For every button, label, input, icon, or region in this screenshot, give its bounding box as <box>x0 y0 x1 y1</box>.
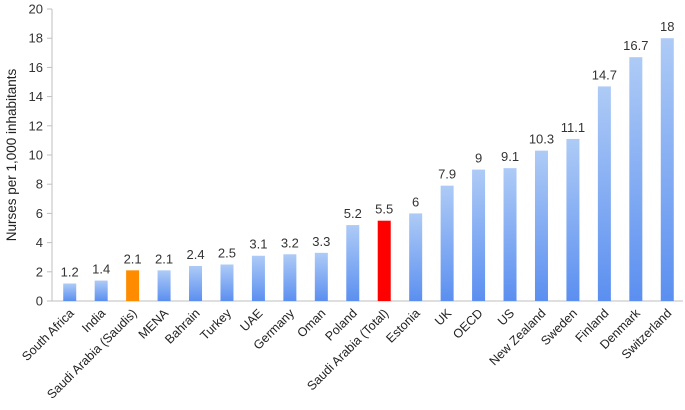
x-category-label: OECD <box>450 306 485 341</box>
bar-value-label: 9.1 <box>501 149 519 164</box>
x-category-label: US <box>495 306 517 328</box>
bar <box>220 264 234 301</box>
y-tick-label: 10 <box>29 148 43 163</box>
bar-value-label: 1.2 <box>61 264 79 279</box>
bar <box>409 213 423 301</box>
bar-value-label: 5.2 <box>344 206 362 221</box>
bar-value-label: 9 <box>475 151 482 166</box>
bar-value-label: 3.2 <box>281 235 299 250</box>
bar <box>251 255 265 301</box>
y-tick-label: 2 <box>36 264 43 279</box>
bar-value-label: 2.4 <box>186 247 204 262</box>
bar-value-label: 3.3 <box>312 234 330 249</box>
bar <box>283 254 297 301</box>
bar-value-label: 2.1 <box>155 251 173 266</box>
bar-value-label: 10.3 <box>529 132 554 147</box>
bar <box>660 38 674 301</box>
bar <box>440 185 454 301</box>
x-category-label: Estonia <box>383 306 422 345</box>
bar <box>126 270 140 301</box>
y-tick-label: 6 <box>36 206 43 221</box>
bar-value-label: 14.7 <box>592 67 617 82</box>
bar <box>94 280 108 301</box>
bar <box>189 265 203 301</box>
bar <box>314 252 328 301</box>
x-category-label: Turkey <box>198 306 235 343</box>
bar <box>503 168 517 301</box>
bar <box>346 225 360 301</box>
bar-value-label: 18 <box>660 19 674 34</box>
x-category-label: UK <box>432 306 455 329</box>
bar-value-label: 3.1 <box>249 237 267 252</box>
bar <box>157 270 171 301</box>
y-tick-label: 4 <box>36 235 43 250</box>
bar-value-label: 6 <box>412 194 419 209</box>
y-axis: 0 2 4 6 8 10 12 14 16 18 20 <box>29 2 683 309</box>
bar-value-label: 2.5 <box>218 246 236 261</box>
x-category-label: South Africa <box>19 306 77 364</box>
bar-value-label: 16.7 <box>623 38 648 53</box>
bar <box>472 169 486 301</box>
y-tick-label: 12 <box>29 118 43 133</box>
bars <box>63 38 674 302</box>
y-tick-label: 8 <box>36 177 43 192</box>
x-category-label: UAE <box>237 306 265 334</box>
bar-value-label: 2.1 <box>124 251 142 266</box>
y-tick-label: 16 <box>29 60 43 75</box>
bar <box>629 57 643 302</box>
y-tick-label: 18 <box>29 31 43 46</box>
y-tick-label: 14 <box>29 89 43 104</box>
bar-value-label: 1.4 <box>92 262 110 277</box>
y-axis-label: Nurses per 1,000 inhabitants <box>4 68 19 241</box>
bar <box>566 138 580 301</box>
data-labels: 1.2 1.4 2.1 2.1 2.4 2.5 3.1 3.2 3.3 5.2 5.5 6 7.9 9 9.… <box>61 19 675 279</box>
y-tick-label: 0 <box>36 294 43 309</box>
bar <box>377 220 391 301</box>
bar-value-label: 5.5 <box>375 202 393 217</box>
bar <box>63 283 77 301</box>
bar-value-label: 11.1 <box>561 120 585 135</box>
y-tick-label: 20 <box>29 2 43 17</box>
x-category-label: Bahrain <box>162 306 202 346</box>
bar-value-label: 7.9 <box>438 167 456 182</box>
bar <box>534 150 548 301</box>
bar <box>597 86 611 301</box>
